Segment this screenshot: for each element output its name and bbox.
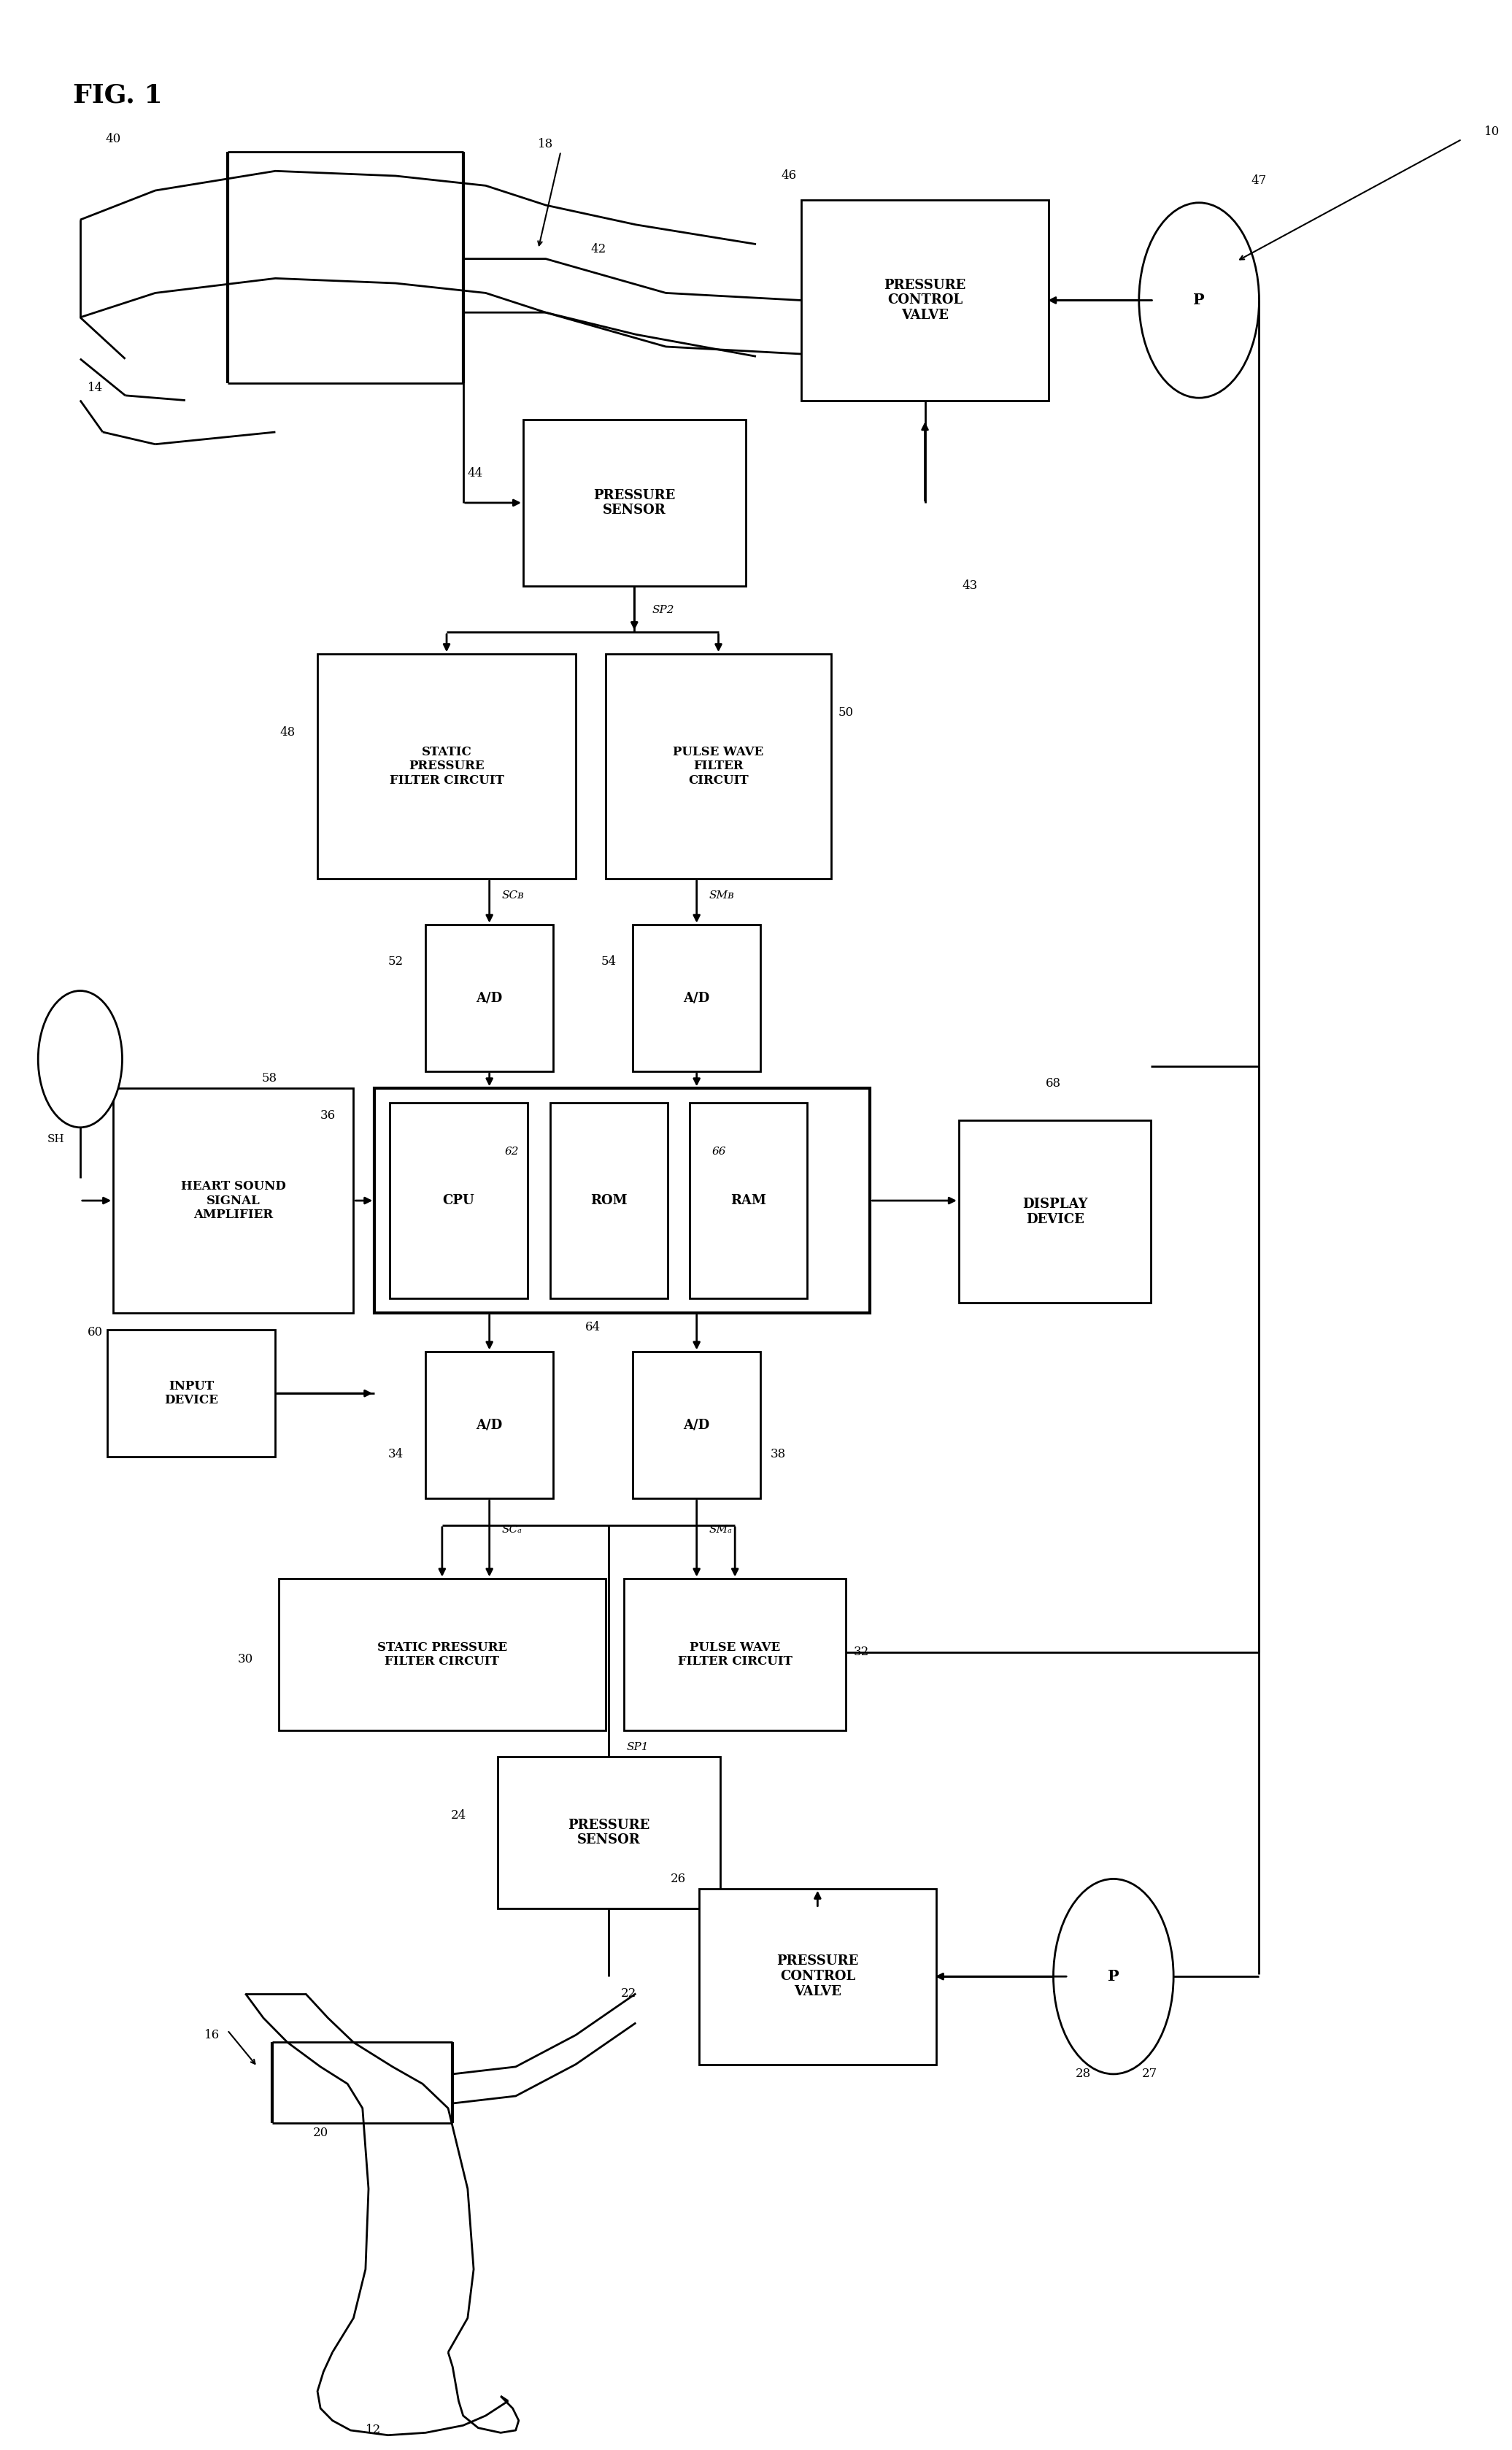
Bar (959, 1120, 1151, 1303)
Bar (113, 1088, 354, 1313)
Text: 66: 66 (712, 1147, 726, 1156)
Text: 50: 50 (839, 706, 854, 718)
Text: PULSE WAVE
FILTER
CIRCUIT: PULSE WAVE FILTER CIRCUIT (673, 745, 764, 786)
Bar (634, 926, 761, 1071)
Text: P: P (1108, 1970, 1119, 1985)
Bar (550, 1102, 667, 1298)
Text: 43: 43 (962, 581, 978, 593)
Text: 62: 62 (505, 1147, 519, 1156)
Text: HEART SOUND
SIGNAL
AMPLIFIER: HEART SOUND SIGNAL AMPLIFIER (181, 1181, 286, 1220)
Text: 20: 20 (313, 2127, 328, 2139)
Circle shape (38, 990, 122, 1127)
Text: 16: 16 (204, 2029, 221, 2041)
Bar (318, 654, 576, 880)
Circle shape (1054, 1879, 1173, 2075)
Text: 48: 48 (280, 725, 295, 737)
Text: 27: 27 (1142, 2068, 1157, 2080)
Text: A/D: A/D (476, 992, 502, 1004)
Bar (634, 1352, 761, 1499)
Text: INPUT
DEVICE: INPUT DEVICE (165, 1379, 218, 1406)
Text: 14: 14 (88, 382, 103, 394)
Bar (425, 1352, 553, 1499)
Text: 46: 46 (782, 169, 797, 181)
Bar (425, 926, 553, 1071)
Bar (497, 1757, 720, 1909)
Text: SCʙ: SCʙ (502, 889, 523, 902)
Bar (801, 201, 1049, 399)
Text: SCₐ: SCₐ (502, 1524, 522, 1536)
Text: A/D: A/D (683, 1419, 711, 1431)
Bar (523, 419, 745, 586)
Text: 47: 47 (1252, 174, 1267, 186)
Text: 32: 32 (853, 1646, 869, 1659)
Text: 68: 68 (1046, 1078, 1061, 1090)
Text: SP1: SP1 (627, 1742, 649, 1752)
Circle shape (1139, 203, 1259, 397)
Text: 64: 64 (585, 1321, 600, 1333)
Text: SMʙ: SMʙ (709, 889, 733, 902)
Text: A/D: A/D (476, 1419, 502, 1431)
Text: PRESSURE
CONTROL
VALVE: PRESSURE CONTROL VALVE (777, 1955, 859, 1999)
Text: STATIC
PRESSURE
FILTER CIRCUIT: STATIC PRESSURE FILTER CIRCUIT (390, 745, 503, 786)
Text: 40: 40 (106, 132, 121, 145)
Text: 28: 28 (1075, 2068, 1092, 2080)
Text: 30: 30 (237, 1654, 253, 1666)
Text: SMₐ: SMₐ (709, 1524, 732, 1536)
Text: FIG. 1: FIG. 1 (73, 83, 162, 108)
Text: P: P (1193, 294, 1205, 309)
Text: 42: 42 (591, 243, 606, 255)
Text: A/D: A/D (683, 992, 711, 1004)
Bar (375, 1088, 869, 1313)
Text: 24: 24 (451, 1808, 466, 1823)
Text: 12: 12 (366, 2423, 381, 2435)
Text: PRESSURE
SENSOR: PRESSURE SENSOR (593, 488, 676, 517)
Text: STATIC PRESSURE
FILTER CIRCUIT: STATIC PRESSURE FILTER CIRCUIT (376, 1642, 507, 1668)
Bar (606, 654, 832, 880)
Bar (390, 1102, 528, 1298)
Text: PRESSURE
SENSOR: PRESSURE SENSOR (569, 1818, 650, 1847)
Text: ROM: ROM (590, 1193, 627, 1208)
Text: 54: 54 (602, 956, 617, 968)
Text: PULSE WAVE
FILTER CIRCUIT: PULSE WAVE FILTER CIRCUIT (677, 1642, 792, 1668)
Text: RAM: RAM (730, 1193, 767, 1208)
Text: 44: 44 (467, 468, 482, 480)
Bar (278, 1578, 606, 1730)
Text: DISPLAY
DEVICE: DISPLAY DEVICE (1022, 1198, 1087, 1225)
Text: 38: 38 (771, 1448, 786, 1460)
Text: 26: 26 (670, 1872, 685, 1884)
Bar (689, 1102, 807, 1298)
Text: SH: SH (47, 1134, 65, 1144)
Text: 10: 10 (1485, 125, 1500, 137)
Text: 60: 60 (88, 1325, 103, 1338)
Bar (699, 1889, 936, 2065)
Text: 18: 18 (538, 137, 553, 149)
Text: PRESSURE
CONTROL
VALVE: PRESSURE CONTROL VALVE (885, 279, 966, 321)
Text: 22: 22 (620, 1987, 637, 1999)
Bar (624, 1578, 847, 1730)
Text: 34: 34 (387, 1448, 404, 1460)
Text: 52: 52 (389, 956, 404, 968)
Text: SP2: SP2 (652, 605, 674, 615)
Text: CPU: CPU (443, 1193, 475, 1208)
Bar (107, 1330, 275, 1458)
Text: 58: 58 (262, 1073, 277, 1085)
Text: 36: 36 (321, 1110, 336, 1122)
